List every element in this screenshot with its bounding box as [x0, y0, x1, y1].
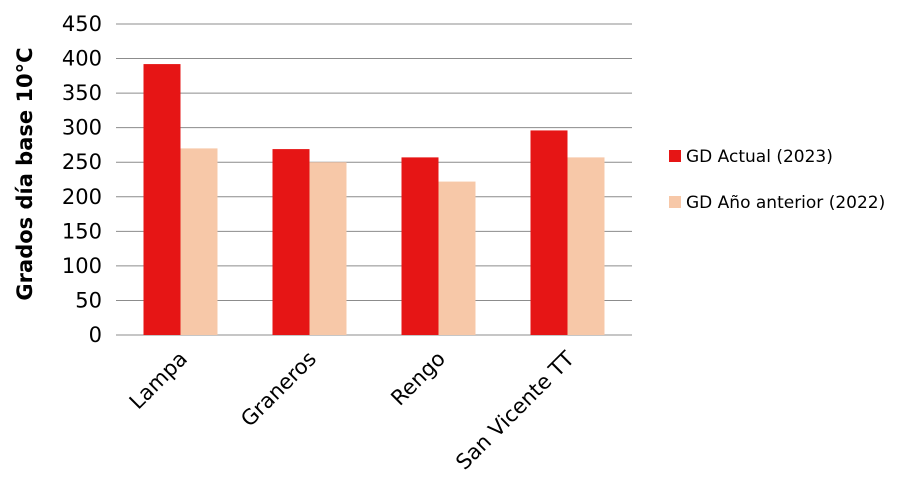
y-tick-label: 300: [62, 116, 102, 140]
bar: [272, 149, 310, 335]
y-axis-label: Grados día base 10°C: [13, 47, 37, 300]
bar: [180, 148, 218, 335]
bars: [143, 64, 605, 335]
legend-label: GD Actual (2023): [686, 147, 833, 167]
x-category-label: San Vicente TT: [451, 346, 579, 474]
bar: [567, 157, 605, 335]
bar: [438, 181, 476, 335]
y-axis-ticks: 0 50 100 150 200 250 300 350 400 450: [62, 12, 102, 347]
bar: [143, 64, 181, 335]
y-tick-label: 400: [62, 47, 102, 71]
y-tick-label: 250: [62, 150, 102, 174]
legend: GD Actual (2023) GD Año anterior (2022): [669, 147, 885, 213]
legend-swatch: [669, 150, 681, 162]
bar: [309, 162, 347, 335]
x-category-label: Graneros: [236, 347, 321, 432]
x-category-label: Lampa: [125, 347, 192, 414]
x-category-label: Rengo: [386, 347, 450, 411]
legend-swatch: [669, 196, 681, 208]
y-tick-label: 200: [62, 185, 102, 209]
y-tick-label: 0: [89, 323, 102, 347]
y-tick-label: 150: [62, 219, 102, 243]
legend-label: GD Año anterior (2022): [686, 193, 885, 213]
y-tick-label: 100: [62, 254, 102, 278]
x-axis-category-labels: Lampa Graneros Rengo San Vicente TT: [125, 346, 579, 474]
y-tick-label: 50: [75, 288, 102, 312]
y-tick-label: 450: [62, 12, 102, 36]
bar: [530, 130, 568, 335]
y-tick-label: 350: [62, 81, 102, 105]
bar: [401, 157, 439, 335]
